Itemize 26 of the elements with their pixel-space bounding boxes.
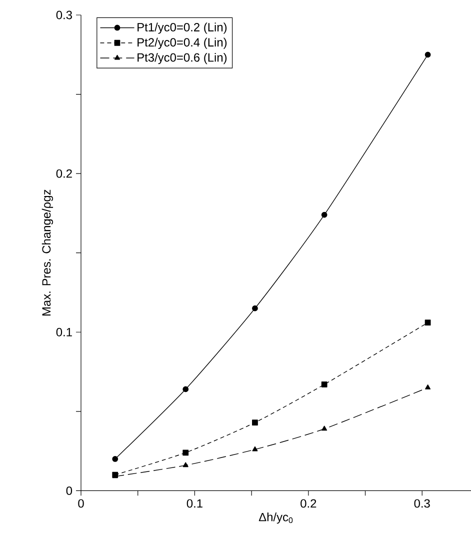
- legend-label: Pt2/yc0=0.4 (Lin): [138, 38, 227, 49]
- point: [424, 52, 431, 58]
- legend-label: Pt1/yc0=0.2 (Lin): [138, 22, 227, 34]
- point: [182, 450, 189, 456]
- point: [252, 305, 258, 312]
- x-axis-title: Δh/yc$_{0}$: [258, 512, 293, 524]
- legend-label: Pt3/yc0=0.6 (Lin): [138, 52, 227, 64]
- point: [322, 426, 328, 431]
- x-tick-label: 0.1: [186, 499, 202, 508]
- point: [252, 420, 258, 426]
- x-tick-label: 0.2: [300, 499, 316, 508]
- y-tick-label: 0: [66, 486, 72, 495]
- point: [182, 462, 188, 468]
- x-tick-label: 0.3: [414, 499, 430, 508]
- point: [321, 212, 328, 218]
- y-tick-label: 0.2: [56, 169, 72, 178]
- point: [112, 456, 118, 462]
- point: [321, 382, 328, 388]
- point: [182, 386, 189, 392]
- x-tick-label: 0: [78, 499, 84, 508]
- y-axis-title: Max. Pres. Change/ρgz: [42, 190, 54, 316]
- point: [252, 446, 258, 452]
- point: [425, 384, 431, 390]
- y-tick-label: 0.3: [56, 10, 72, 20]
- y-tick-label: 0.1: [56, 328, 72, 336]
- point: [424, 320, 431, 326]
